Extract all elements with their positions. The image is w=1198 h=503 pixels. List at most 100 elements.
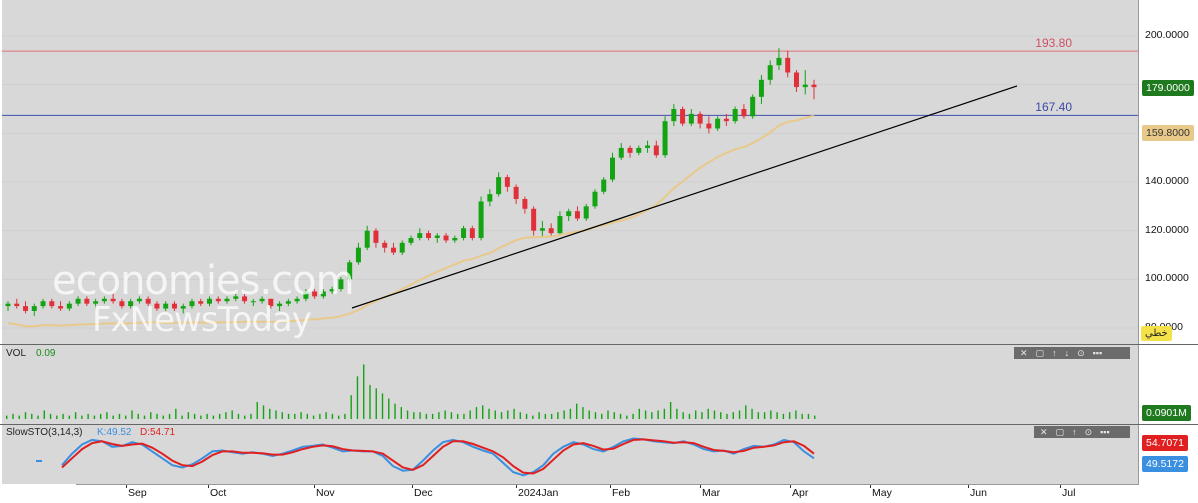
candle-body <box>110 298 116 302</box>
moving-average-line <box>7 114 815 328</box>
time-tick-mark <box>790 485 791 488</box>
volume-bar <box>212 415 215 419</box>
volume-bar <box>544 413 547 419</box>
volume-bar <box>738 410 741 419</box>
candle-body <box>750 96 756 117</box>
more-icon[interactable]: ▪▪▪ <box>1092 348 1103 358</box>
close-icon[interactable]: ✕ <box>1040 427 1048 437</box>
candle-body <box>513 186 519 200</box>
candle-body <box>215 298 221 302</box>
candle-body <box>758 79 764 97</box>
volume-bar <box>494 410 496 419</box>
candle-body <box>373 230 379 243</box>
time-tick-mark <box>208 485 209 488</box>
restore-icon[interactable]: ▢ <box>1035 348 1045 358</box>
move-down-icon[interactable]: ↓ <box>1064 348 1070 358</box>
candle-body <box>548 228 554 234</box>
candle-body <box>671 109 677 122</box>
trendline <box>351 85 1018 309</box>
volume-bar <box>306 413 309 419</box>
volume-bar <box>594 412 597 419</box>
volume-bar <box>275 410 277 419</box>
volume-bar <box>726 413 728 419</box>
volume-bar <box>588 410 590 419</box>
candle-body <box>145 298 151 304</box>
volume-bar <box>482 405 484 419</box>
move-up-icon[interactable]: ↑ <box>1072 427 1077 437</box>
volume-bar <box>406 410 409 419</box>
candle-body <box>171 303 177 309</box>
volume-bar <box>400 407 403 419</box>
close-icon[interactable]: ✕ <box>1020 348 1028 358</box>
candle-body <box>469 228 475 238</box>
stochastic-d-label: D:54.71 <box>140 427 176 438</box>
price-plot-area[interactable]: economies.com FxNewsToday 193.80 167.40 <box>2 0 1138 344</box>
moving-average-tag: 159.8000 <box>1142 125 1194 141</box>
candle-body <box>180 306 186 309</box>
volume-bar <box>325 412 327 419</box>
volume-bar <box>218 413 221 419</box>
candle-body <box>767 65 773 80</box>
volume-bar <box>694 410 697 419</box>
volume-bar <box>200 415 202 419</box>
time-tick-label: Jul <box>1062 487 1076 499</box>
volume-bar <box>688 413 691 419</box>
candle-body <box>5 303 11 307</box>
volume-bar <box>388 398 390 419</box>
volume-bar <box>250 413 252 419</box>
volume-bar <box>632 413 634 419</box>
volume-bar <box>751 408 753 419</box>
settings-icon[interactable]: ⊙ <box>1084 427 1093 437</box>
volume-bar <box>469 410 471 419</box>
stochastic-k-value-tag: 49.5172 <box>1142 456 1188 472</box>
candle-body <box>242 296 248 302</box>
volume-bar <box>363 364 365 419</box>
volume-bar <box>150 412 152 419</box>
candle-body <box>198 301 204 304</box>
time-tick-label: Sep <box>128 487 147 499</box>
current-price-tag: 179.0000 <box>1142 80 1194 96</box>
volume-bar <box>344 413 346 419</box>
candle-body <box>478 201 484 238</box>
restore-icon[interactable]: ▢ <box>1055 427 1065 437</box>
volume-bar <box>99 413 102 419</box>
candle-body <box>653 145 659 156</box>
time-tick-mark <box>968 485 969 488</box>
volume-bar <box>425 413 428 419</box>
candle-body <box>128 301 134 307</box>
candle-body <box>662 121 668 156</box>
candle-body <box>680 109 686 124</box>
candle-body <box>355 247 361 263</box>
candle-body <box>136 298 142 302</box>
candle-body <box>250 301 256 303</box>
candle-body <box>14 303 20 307</box>
candle-body <box>776 57 782 66</box>
time-tick-label: Apr <box>792 487 809 499</box>
volume-bar <box>513 408 515 419</box>
volume-bar <box>106 412 108 419</box>
volume-last-tag: 0.0901M <box>1142 405 1191 421</box>
settings-icon[interactable]: ⊙ <box>1077 348 1085 358</box>
draw-tool-tag[interactable]: خطي <box>1141 326 1172 341</box>
volume-bar <box>369 384 371 419</box>
volume-bar <box>168 413 171 419</box>
candle-body <box>732 109 738 122</box>
volume-bar <box>807 413 810 419</box>
price-axis: 200.0000180.0000160.0000140.0000120.0000… <box>1138 0 1198 344</box>
stochastic-plot-area[interactable]: SlowSTO(3,14,3) K:49.52 D:54.71 ✕ ▢ ↑ ⊙ … <box>2 425 1138 485</box>
price-tick-label: 120.0000 <box>1145 223 1189 236</box>
candle-body <box>268 298 274 307</box>
volume-bar <box>557 412 559 419</box>
volume-bar <box>788 412 791 419</box>
more-icon[interactable]: ▪▪▪ <box>1100 427 1110 437</box>
volume-bar <box>801 413 803 419</box>
candle-body <box>627 147 633 153</box>
move-up-icon[interactable]: ↑ <box>1052 348 1057 358</box>
volume-bar <box>720 412 722 419</box>
volume-bar <box>444 410 446 419</box>
time-tick-label: Mar <box>702 487 721 499</box>
volume-bar <box>256 401 258 419</box>
volume-plot-area[interactable]: VOL 0.09 ✕ ▢ ↑ ↓ ⊙ ▪▪▪ <box>2 345 1138 425</box>
price-tick-label: 100.0000 <box>1145 272 1189 285</box>
stochastic-d-line <box>61 438 815 475</box>
